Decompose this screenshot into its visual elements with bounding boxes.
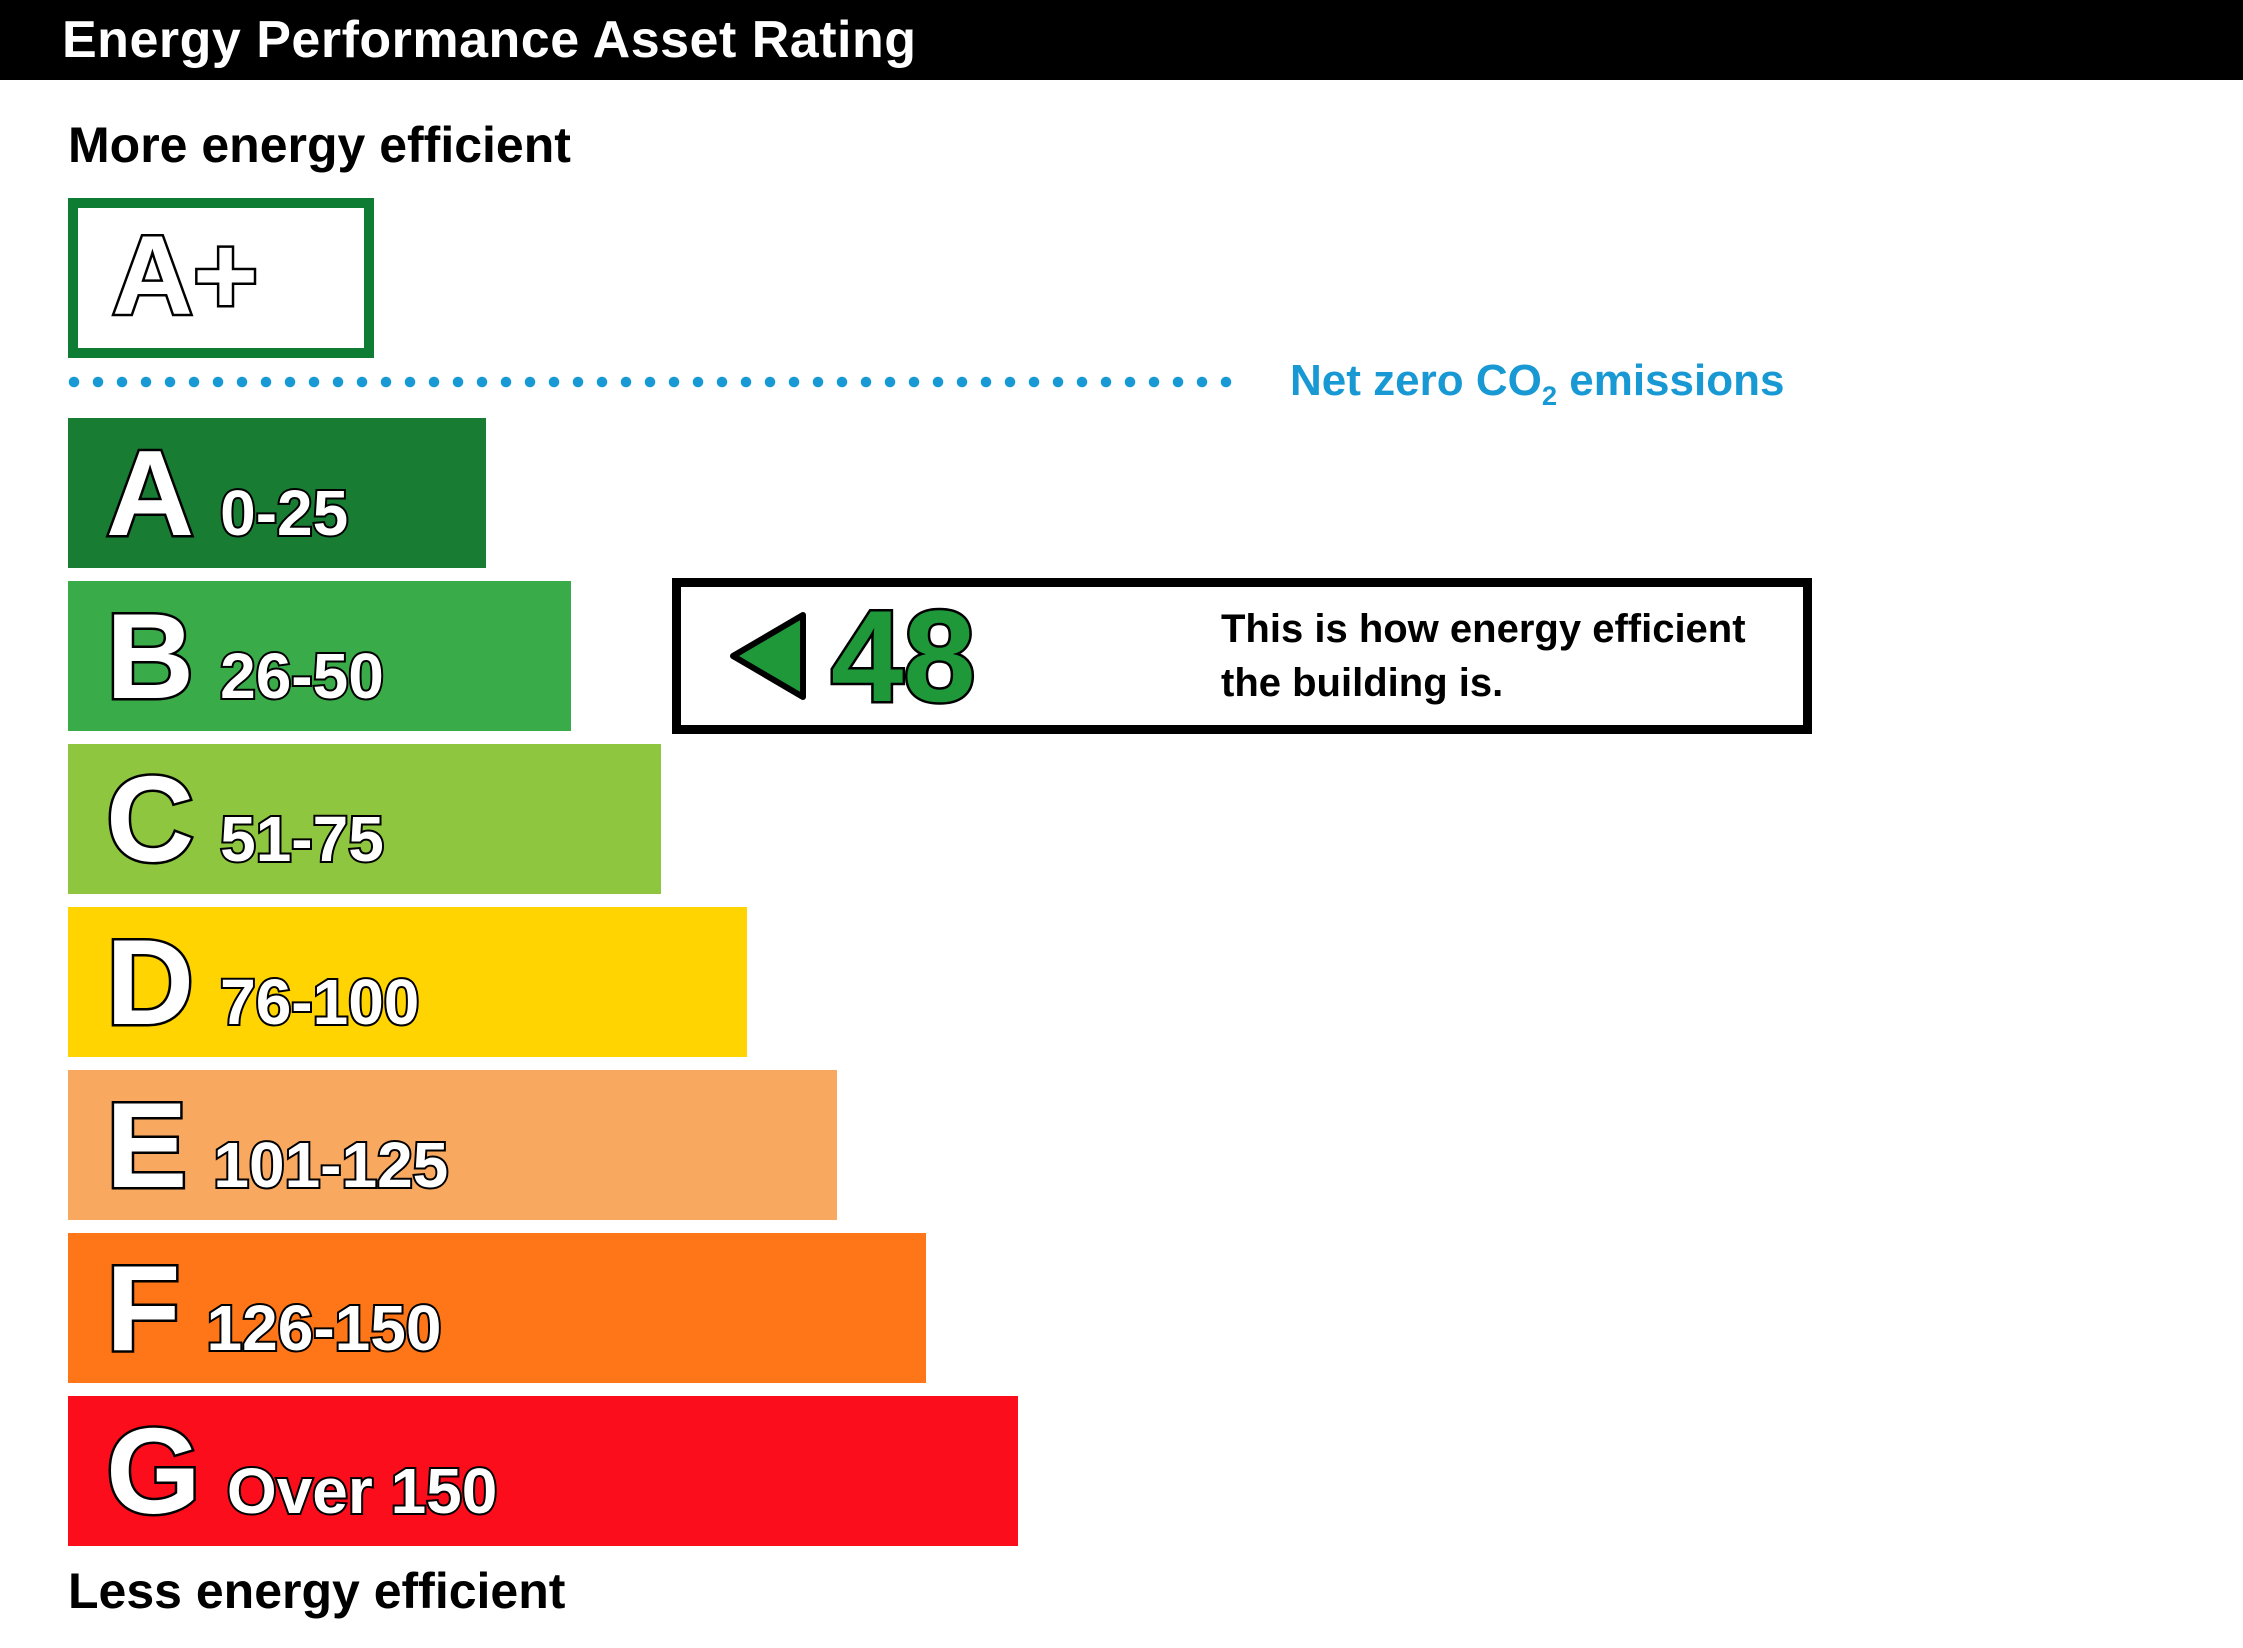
band-letter: C	[103, 749, 196, 890]
rating-value: 48	[829, 583, 979, 729]
band-row-f: F 126-150	[68, 1233, 926, 1383]
net-zero-subscript: 2	[1541, 379, 1557, 411]
rating-description-line2: the building is.	[1221, 661, 1504, 705]
net-zero-dotted-line	[68, 376, 1244, 388]
band-letter: E	[103, 1075, 189, 1216]
band-range: 76-100	[218, 964, 421, 1040]
band-row-c: C 51-75	[68, 744, 661, 894]
band-row-e: E 101-125	[68, 1070, 837, 1220]
band-letter: B	[103, 586, 196, 727]
a-plus-band: A+	[68, 198, 374, 358]
band-range: Over 150	[225, 1453, 499, 1529]
header-title: Energy Performance Asset Rating	[62, 11, 917, 69]
more-energy-efficient-label: More energy efficient	[68, 117, 571, 173]
header-bar: Energy Performance Asset Rating	[0, 0, 2243, 80]
rating-description: This is how energy efficient the buildin…	[1221, 602, 1746, 710]
band-range: 0-25	[218, 475, 350, 551]
band-range: 51-75	[218, 801, 386, 877]
less-energy-efficient-label: Less energy efficient	[68, 1563, 566, 1619]
band-range: 26-50	[218, 638, 386, 714]
band-letter: G	[104, 1401, 204, 1542]
rating-indicator: 48 This is how energy efficient the buil…	[672, 578, 1812, 734]
band-range: 101-125	[211, 1127, 450, 1203]
net-zero-label: Net zero CO2 emissions	[1290, 350, 1784, 427]
band-row-a: A 0-25	[68, 418, 486, 568]
band-row-b: B 26-50	[68, 581, 571, 731]
band-letter: D	[103, 912, 196, 1053]
rating-description-line1: This is how energy efficient	[1221, 607, 1746, 651]
net-zero-label-prefix: Net zero CO	[1290, 356, 1542, 405]
band-letter: F	[104, 1238, 184, 1379]
band-range: 126-150	[205, 1290, 444, 1366]
left-arrow-icon	[730, 612, 806, 700]
a-plus-letter: A+	[109, 211, 260, 341]
net-zero-label-suffix: emissions	[1557, 356, 1785, 405]
band-row-d: D 76-100	[68, 907, 747, 1057]
band-letter: A	[103, 423, 196, 564]
rating-bands: A 0-25 B 26-50 C 51-75 D 76-100 E 101-12…	[68, 418, 1018, 1559]
band-row-g: G Over 150	[68, 1396, 1018, 1546]
